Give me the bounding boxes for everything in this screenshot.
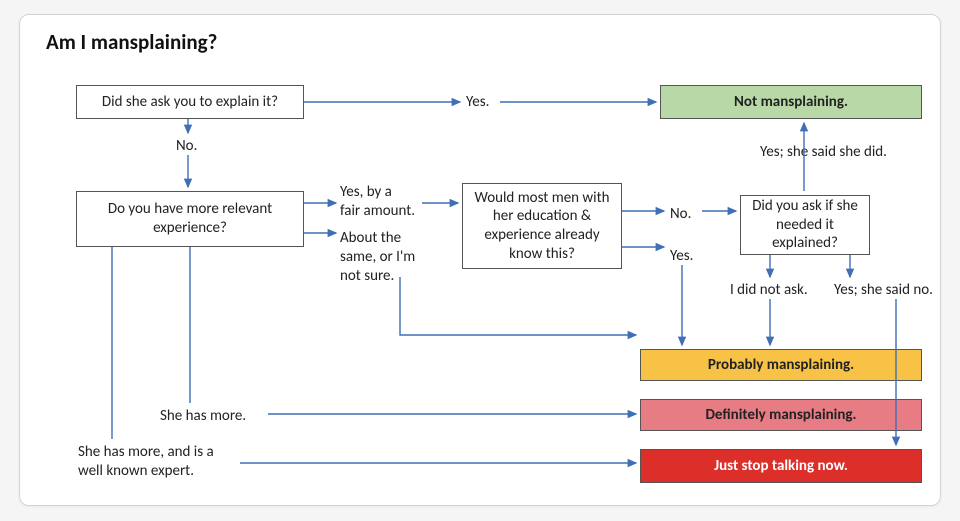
node-q-did-she-ask: Did she ask you to explain it? (76, 85, 304, 119)
label-yes-right: Yes. (670, 247, 693, 266)
label-yes-fair: Yes, by a fair amount. (340, 183, 415, 221)
label-no-right: No. (670, 205, 691, 224)
node-q-did-you-ask: Did you ask if she needed it explained? (740, 195, 870, 255)
label-she-said-no: Yes; she said no. (834, 281, 933, 300)
label-she-said-did: Yes; she said she did. (760, 143, 887, 162)
flowchart-card: Am I mansplaining? Did she ask you to ex… (19, 14, 941, 506)
node-q-more-experience: Do you have more relevant experience? (76, 191, 304, 247)
label-yes-top: Yes. (466, 93, 489, 112)
outcome-stop-talking: Just stop talking now. (640, 449, 922, 483)
label-she-expert: She has more, and is a well known expert… (78, 443, 214, 481)
label-did-not-ask: I did not ask. (730, 281, 808, 300)
label-no-top: No. (176, 137, 197, 156)
label-about-same: About the same, or I'm not sure. (340, 229, 415, 285)
outcome-probably: Probably mansplaining. (640, 349, 922, 381)
outcome-not-mansplaining: Not mansplaining. (660, 85, 922, 119)
outcome-definitely: Definitely mansplaining. (640, 399, 922, 431)
label-she-has-more: She has more. (160, 407, 246, 426)
node-q-most-men: Would most men with her education & expe… (462, 183, 622, 269)
flowchart-title: Am I mansplaining? (46, 29, 217, 55)
